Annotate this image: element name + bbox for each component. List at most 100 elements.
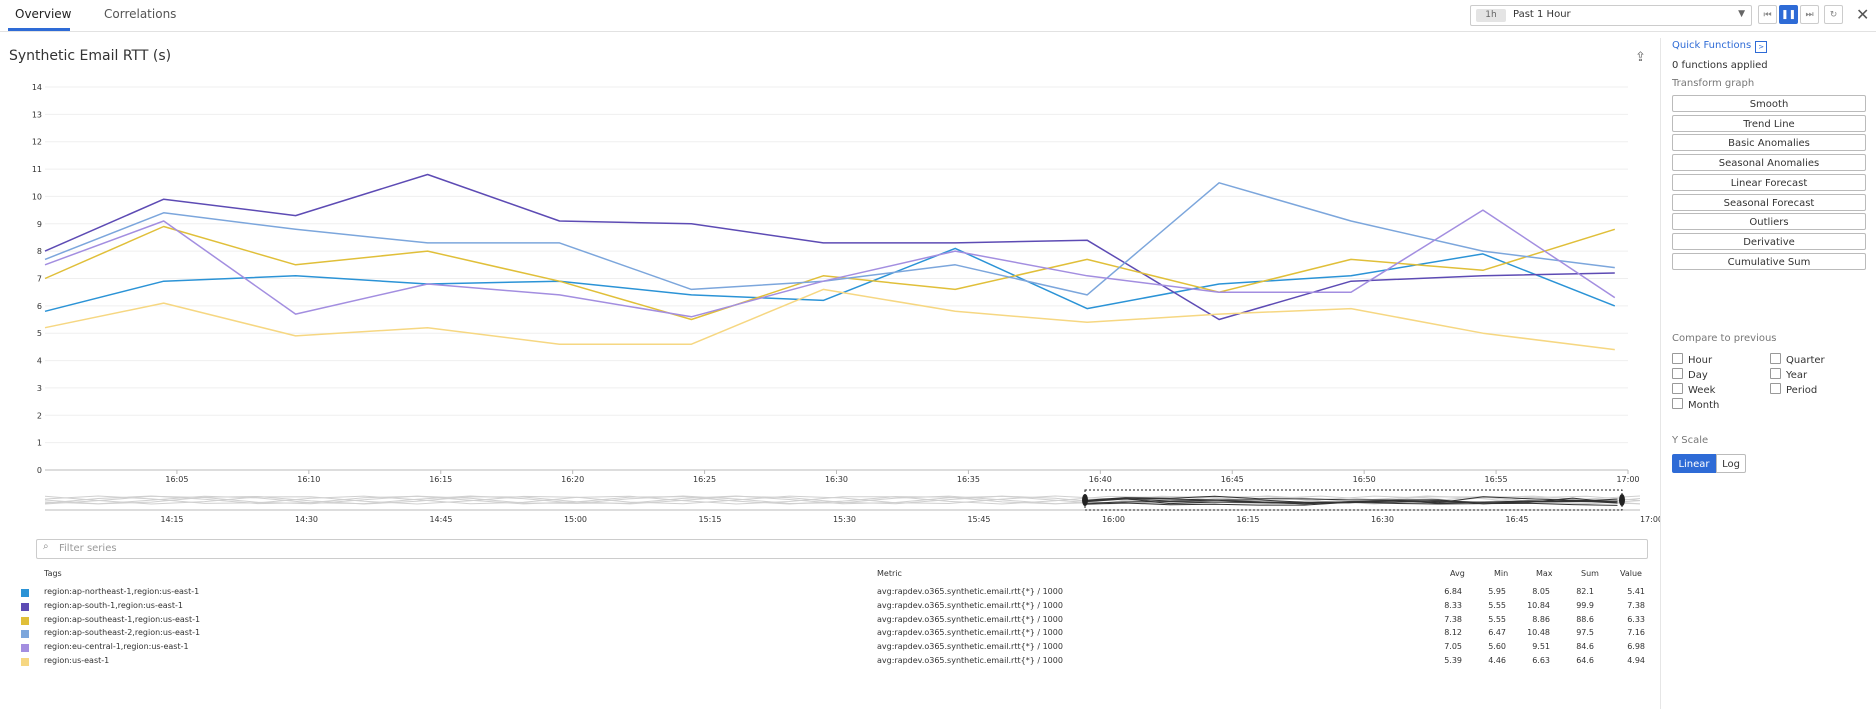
row-avg: 5.39 bbox=[1444, 656, 1462, 665]
tab-overview[interactable]: Overview bbox=[15, 7, 72, 21]
row-avg: 7.05 bbox=[1444, 642, 1462, 652]
x-tick-label: 16:25 bbox=[693, 475, 716, 484]
export-icon[interactable]: ⇪ bbox=[1635, 50, 1646, 65]
function-button-seasonal-forecast[interactable]: Seasonal Forecast bbox=[1672, 193, 1866, 211]
refresh-button[interactable]: ↻ bbox=[1824, 5, 1843, 24]
compare-month-checkbox[interactable]: Month bbox=[1672, 398, 1719, 411]
overview-x-tick-label: 16:45 bbox=[1505, 515, 1528, 524]
row-metric: avg:rapdev.o365.synthetic.email.rtt{*} /… bbox=[877, 587, 1063, 596]
overview-series bbox=[44, 495, 1641, 505]
rewind-icon: ⏮ bbox=[1763, 10, 1772, 20]
function-button-smooth[interactable]: Smooth bbox=[1672, 95, 1866, 112]
y-scale-log-button[interactable]: Log bbox=[1716, 454, 1746, 473]
table-row[interactable]: region:ap-south-1,region:us-east-1 avg:ra… bbox=[0, 599, 1660, 615]
forward-button[interactable]: ⏭ bbox=[1800, 5, 1819, 24]
row-avg: 6.84 bbox=[1444, 587, 1462, 596]
rewind-button[interactable]: ⏮ bbox=[1758, 5, 1777, 24]
column-header-sum[interactable]: Sum bbox=[1581, 569, 1599, 578]
row-sum: 84.6 bbox=[1576, 642, 1594, 652]
compare-year-checkbox[interactable]: Year bbox=[1770, 368, 1807, 381]
compare-hour-checkbox[interactable]: Hour bbox=[1672, 353, 1712, 366]
filter-series-input[interactable] bbox=[59, 541, 1559, 555]
row-max: 10.48 bbox=[1527, 628, 1550, 638]
overview-x-tick-label: 17:00 bbox=[1640, 515, 1660, 524]
column-header-max[interactable]: Max bbox=[1536, 569, 1553, 578]
table-row[interactable]: region:ap-southeast-1,region:us-east-1 av… bbox=[0, 613, 1660, 629]
y-tick-label: 8 bbox=[37, 247, 42, 256]
series-color-swatch bbox=[21, 616, 29, 625]
column-header-metric[interactable]: Metric bbox=[877, 569, 902, 578]
row-min: 4.46 bbox=[1488, 656, 1506, 665]
table-row[interactable]: region:ap-northeast-1,region:us-east-1 av… bbox=[0, 585, 1660, 601]
row-max: 8.05 bbox=[1532, 587, 1550, 596]
function-button-basic-anomalies[interactable]: Basic Anomalies bbox=[1672, 134, 1866, 152]
compare-week-checkbox[interactable]: Week bbox=[1672, 383, 1715, 396]
quick-functions-link[interactable]: Quick Functions > bbox=[1672, 40, 1768, 53]
function-button-linear-forecast[interactable]: Linear Forecast bbox=[1672, 173, 1866, 191]
row-sum: 82.1 bbox=[1576, 587, 1594, 596]
compare-previous-heading: Compare to previous bbox=[1672, 333, 1777, 344]
column-header-tags[interactable]: Tags bbox=[44, 569, 62, 578]
brush-handle-left[interactable] bbox=[1082, 494, 1088, 506]
series-line[interactable] bbox=[44, 288, 1615, 351]
table-row[interactable]: region:eu-central-1,region:us-east-1 avg:… bbox=[0, 640, 1660, 656]
compare-year-label: Year bbox=[1786, 370, 1808, 381]
row-avg: 8.12 bbox=[1444, 628, 1462, 638]
compare-day-checkbox[interactable]: Day bbox=[1672, 368, 1708, 381]
x-axis-ticks: 16:05 16:10 16:15 16:20 16:25 16:30 16:35 16:40… bbox=[165, 470, 1640, 484]
series-line[interactable] bbox=[44, 247, 1616, 313]
row-value: 7.38 bbox=[1627, 600, 1645, 610]
y-tick-label: 7 bbox=[37, 275, 42, 284]
pause-button[interactable]: ❚❚ bbox=[1779, 5, 1798, 24]
checkbox-icon bbox=[1770, 353, 1781, 364]
series-color-swatch bbox=[21, 602, 29, 611]
function-button-derivative[interactable]: Derivative bbox=[1672, 232, 1866, 250]
compare-period-label: Period bbox=[1786, 385, 1818, 396]
overview-x-tick-label: 14:30 bbox=[295, 515, 318, 524]
pause-icon: ❚❚ bbox=[1780, 10, 1797, 20]
row-tags: region:eu-central-1,region:us-east-1 bbox=[44, 642, 189, 652]
function-button-seasonal-anomalies[interactable]: Seasonal Anomalies bbox=[1672, 154, 1866, 172]
row-value: 6.98 bbox=[1627, 642, 1645, 652]
row-sum: 64.6 bbox=[1576, 656, 1594, 665]
table-row[interactable]: region:ap-southeast-2,region:us-east-1 av… bbox=[0, 626, 1660, 642]
series-line[interactable] bbox=[44, 209, 1616, 318]
series-line[interactable] bbox=[44, 225, 1616, 321]
column-header-avg[interactable]: Avg bbox=[1450, 569, 1465, 578]
y-scale-linear-button[interactable]: Linear bbox=[1672, 454, 1716, 473]
row-value: 5.41 bbox=[1627, 587, 1645, 596]
compare-quarter-label: Quarter bbox=[1786, 355, 1825, 366]
series-line[interactable] bbox=[44, 173, 1615, 321]
top-bar: Overview Correlations 1h Past 1 Hour ▼ ⏮… bbox=[0, 0, 1876, 32]
row-min: 5.60 bbox=[1488, 642, 1506, 652]
row-max: 10.84 bbox=[1527, 600, 1550, 610]
row-value: 4.94 bbox=[1627, 656, 1645, 665]
function-button-cumulative-sum[interactable]: Cumulative Sum bbox=[1672, 252, 1866, 270]
expand-icon: > bbox=[1755, 41, 1768, 53]
row-sum: 97.5 bbox=[1576, 628, 1594, 638]
function-button-outliers[interactable]: Outliers bbox=[1672, 213, 1866, 231]
overview-x-tick-label: 15:45 bbox=[967, 515, 990, 524]
time-range-select[interactable]: 1h Past 1 Hour ▼ bbox=[1470, 5, 1752, 26]
column-header-min[interactable]: Min bbox=[1494, 569, 1509, 578]
checkbox-icon bbox=[1672, 353, 1683, 364]
table-row[interactable]: region:us-east-1 avg:rapdev.o365.syntheti… bbox=[0, 654, 1660, 670]
checkbox-icon bbox=[1770, 383, 1781, 394]
x-tick-label: 16:20 bbox=[561, 475, 584, 484]
compare-quarter-checkbox[interactable]: Quarter bbox=[1770, 353, 1825, 366]
compare-period-checkbox[interactable]: Period bbox=[1770, 383, 1817, 396]
row-min: 6.47 bbox=[1488, 628, 1506, 638]
close-icon[interactable]: ✕ bbox=[1856, 5, 1870, 24]
tab-correlations[interactable]: Correlations bbox=[104, 7, 177, 21]
row-sum: 88.6 bbox=[1576, 614, 1594, 624]
overview-x-tick-label: 15:15 bbox=[698, 515, 721, 524]
checkbox-icon bbox=[1672, 368, 1683, 379]
row-max: 8.86 bbox=[1532, 614, 1550, 624]
transform-graph-heading: Transform graph bbox=[1672, 78, 1755, 89]
y-tick-label: 2 bbox=[37, 411, 42, 420]
function-button-trend-line[interactable]: Trend Line bbox=[1672, 114, 1866, 132]
brush-handle-right[interactable] bbox=[1619, 494, 1625, 506]
column-header-value[interactable]: Value bbox=[1620, 569, 1642, 578]
overview-strip: 14:15 14:30 14:45 15:00 15:15 15:30 15:45 16:00… bbox=[44, 489, 1660, 524]
